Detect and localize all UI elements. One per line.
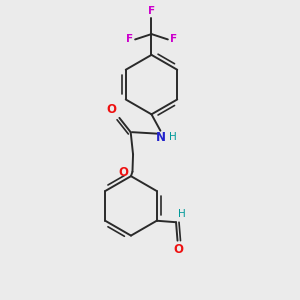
- Text: F: F: [126, 34, 133, 44]
- Text: F: F: [148, 6, 155, 16]
- Text: N: N: [156, 131, 166, 144]
- Text: H: H: [169, 132, 176, 142]
- Text: H: H: [178, 209, 185, 219]
- Text: O: O: [118, 166, 128, 179]
- Text: O: O: [106, 103, 116, 116]
- Text: F: F: [170, 34, 177, 44]
- Text: O: O: [173, 243, 183, 256]
